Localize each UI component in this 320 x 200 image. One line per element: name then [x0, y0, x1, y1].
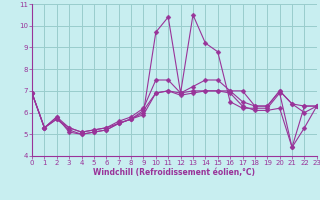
X-axis label: Windchill (Refroidissement éolien,°C): Windchill (Refroidissement éolien,°C) — [93, 168, 255, 177]
